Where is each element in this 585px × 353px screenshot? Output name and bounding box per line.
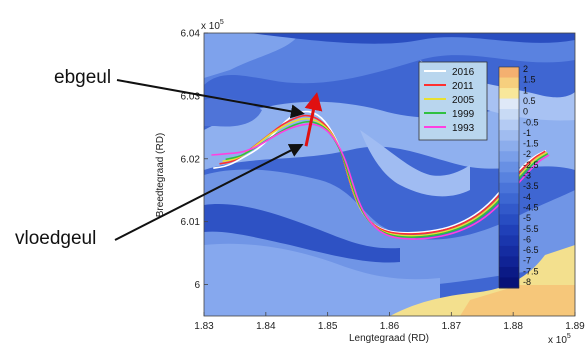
colorbar-cell xyxy=(499,277,519,289)
vloedgeul-pointer xyxy=(114,144,304,241)
shoreline-series xyxy=(211,110,550,240)
x-tick-label: 1.88 xyxy=(503,321,523,332)
colorbar-label: -5 xyxy=(523,213,531,223)
colorbar-label: -3.5 xyxy=(523,181,539,191)
colorbar-cell xyxy=(499,224,519,236)
ebgeul-pointer xyxy=(116,79,305,119)
colorbar-label: 0 xyxy=(523,107,528,117)
colorbar-cell xyxy=(499,256,519,268)
colorbar-label: -5.5 xyxy=(523,224,539,234)
y-tick-label: 6.04 xyxy=(181,29,201,40)
colorbar-cell xyxy=(499,214,519,226)
ebgeul-label: ebgeul xyxy=(54,67,112,88)
colorbar-label: -2 xyxy=(523,149,531,159)
x-tick-label: 1.83 xyxy=(194,321,214,332)
legend: 2016 2011 2005 1999 1993 xyxy=(418,61,488,141)
colorbar-cell xyxy=(499,88,519,100)
colorbar-label: 1.5 xyxy=(523,75,536,85)
y-tick-label: 6.01 xyxy=(181,217,201,228)
x-multiplier: x 105 xyxy=(548,333,571,346)
colorbar-cell xyxy=(499,119,519,131)
y-tick-label: 6.03 xyxy=(181,91,201,102)
y-tick-label: 6.02 xyxy=(181,154,201,165)
colorbar-label: -4 xyxy=(523,192,531,202)
colorbar-cell xyxy=(499,245,519,257)
x-tick-label: 1.85 xyxy=(318,321,338,332)
colorbar-cell xyxy=(499,140,519,152)
colorbar-cell xyxy=(499,235,519,247)
y-tick-label: 6 xyxy=(194,280,200,291)
colorbar-label: 0.5 xyxy=(523,96,536,106)
legend-label: 2011 xyxy=(452,81,474,92)
colorbar-cell xyxy=(499,203,519,215)
colorbar-label: -4.5 xyxy=(523,202,539,212)
legend-label: 1993 xyxy=(452,123,475,134)
legend-label: 2016 xyxy=(452,67,475,78)
colorbar-label: -8 xyxy=(523,277,531,287)
legend-label: 1999 xyxy=(452,109,475,120)
x-tick-label: 1.84 xyxy=(256,321,276,332)
colorbar-label: -1 xyxy=(523,128,531,138)
colorbar-label: -1.5 xyxy=(523,139,539,149)
colorbar-label: -6.5 xyxy=(523,245,539,255)
migration-arrow xyxy=(304,92,323,147)
colorbar-label: -3 xyxy=(523,171,531,181)
series-line-1993 xyxy=(211,123,550,240)
colorbar-label: -0.5 xyxy=(523,117,539,127)
colorbar-cell xyxy=(499,161,519,173)
x-tick-label: 1.87 xyxy=(442,321,462,332)
x-tick-label: 1.86 xyxy=(380,321,400,332)
colorbar-label: -7.5 xyxy=(523,266,539,276)
x-axis-label: Lengtegraad (RD) xyxy=(349,333,429,344)
colorbar-cell xyxy=(499,182,519,194)
colorbar-cell xyxy=(499,172,519,184)
x-axis: 1.83 1.84 1.85 1.86 1.87 1.88 1.89 xyxy=(194,312,585,332)
colorbar: 21.510.50-0.5-1-1.5-2-2.5-3-3.5-4-4.5-5-… xyxy=(498,64,539,289)
colorbar-cell xyxy=(499,67,519,79)
colorbar-label: -2.5 xyxy=(523,160,539,170)
legend-label: 2005 xyxy=(452,95,475,106)
colorbar-cell xyxy=(499,109,519,121)
vloedgeul-label: vloedgeul xyxy=(15,228,97,249)
colorbar-cell xyxy=(499,130,519,142)
colorbar-cell xyxy=(499,151,519,163)
y-axis-label: Breedtegraad (RD) xyxy=(155,133,166,217)
colorbar-label: 1 xyxy=(523,85,528,95)
colorbar-cell xyxy=(499,266,519,278)
x-tick-label: 1.89 xyxy=(565,321,585,332)
colorbar-cell xyxy=(499,77,519,89)
colorbar-label: -6 xyxy=(523,234,531,244)
colorbar-label: -7 xyxy=(523,256,531,266)
y-multiplier: x 105 xyxy=(201,19,224,32)
y-axis: 6 6.01 6.02 6.03 6.04 xyxy=(181,29,208,291)
colorbar-label: 2 xyxy=(523,64,528,74)
colorbar-cell xyxy=(499,193,519,205)
colorbar-cell xyxy=(499,98,519,110)
